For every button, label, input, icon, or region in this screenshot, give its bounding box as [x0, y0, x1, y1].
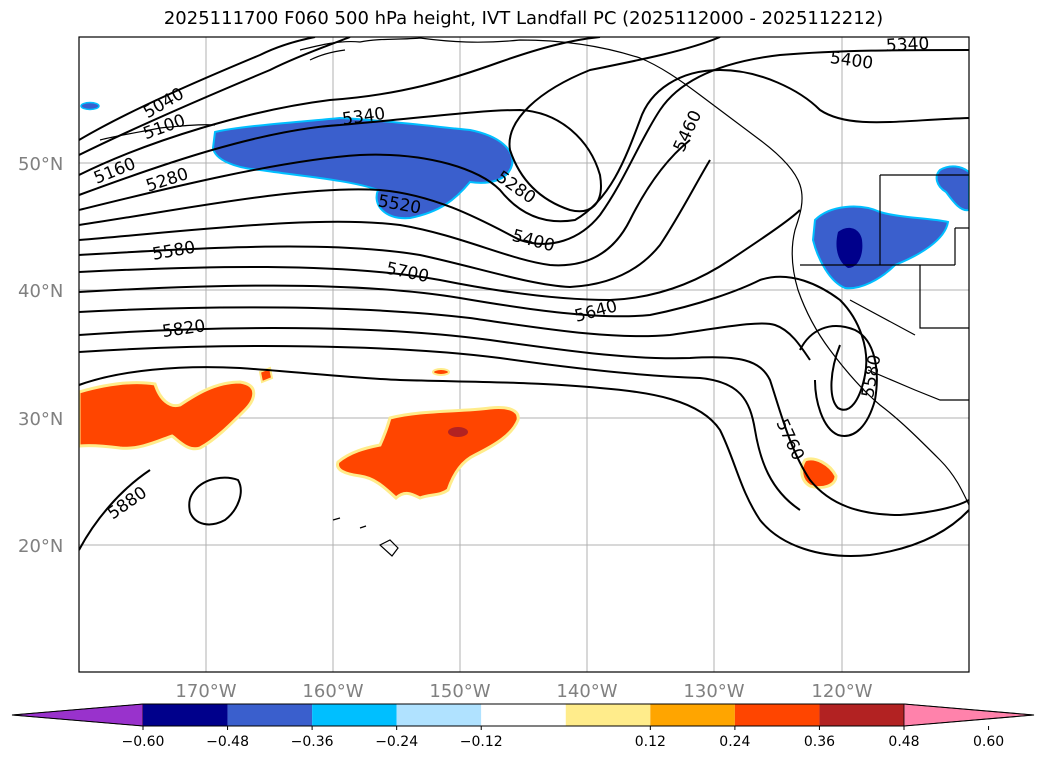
colorbar-tick-label: 0.60 [973, 734, 1004, 750]
lon-label: 120°W [811, 681, 872, 702]
colorbar-tick-label: 0.12 [635, 734, 666, 750]
lat-label: 30°N [18, 409, 63, 430]
colorbar-segment [143, 704, 228, 726]
colorbar-tick-label: −0.48 [206, 734, 249, 750]
colorbar-extend-max [903, 703, 1035, 727]
lon-label: 170°W [175, 681, 236, 702]
colorbar: −0.60 −0.48 −0.36 −0.24 −0.12 0.12 0.24 0.36 0.4… [11, 703, 1035, 750]
colorbar-tick-label: −0.12 [460, 734, 503, 750]
colorbar-tick-label: 0.36 [804, 734, 835, 750]
colorbar-segment [312, 704, 397, 726]
map-title: 2025111700 F060 500 hPa height, IVT Land… [163, 8, 884, 29]
map-frame [78, 36, 970, 673]
lat-label: 40°N [18, 281, 63, 302]
lon-label: 150°W [429, 681, 490, 702]
colorbar-tick-label: −0.60 [122, 734, 165, 750]
graticule [79, 37, 969, 672]
colorbar-segment [481, 704, 566, 726]
colorbar-segment [734, 704, 820, 726]
lat-label: 50°N [18, 154, 63, 175]
colorbar-tick-label: 0.24 [719, 734, 750, 750]
latitude-labels: 50°N 40°N 30°N 20°N [18, 154, 63, 557]
contour-label: 5340 [886, 34, 930, 56]
lon-label: 160°W [302, 681, 363, 702]
lon-label: 140°W [556, 681, 617, 702]
lon-label: 130°W [683, 681, 744, 702]
colorbar-tick-label: 0.48 [888, 734, 919, 750]
colorbar-segment [565, 704, 651, 726]
positive-pc-regions [79, 366, 838, 501]
colorbar-segment [396, 704, 482, 726]
height-contours [79, 37, 969, 557]
colorbar-tick-label: −0.36 [291, 734, 334, 750]
map-area [79, 37, 969, 672]
colorbar-segment [819, 704, 904, 726]
colorbar-extend-min [11, 703, 144, 727]
colorbar-segment [650, 704, 735, 726]
negative-pc-regions [80, 101, 969, 290]
colorbar-segment [227, 704, 313, 726]
colorbar-tick-label: −0.24 [375, 734, 418, 750]
longitude-labels: 170°W 160°W 150°W 140°W 130°W 120°W [175, 681, 872, 702]
lat-label: 20°N [18, 536, 63, 557]
